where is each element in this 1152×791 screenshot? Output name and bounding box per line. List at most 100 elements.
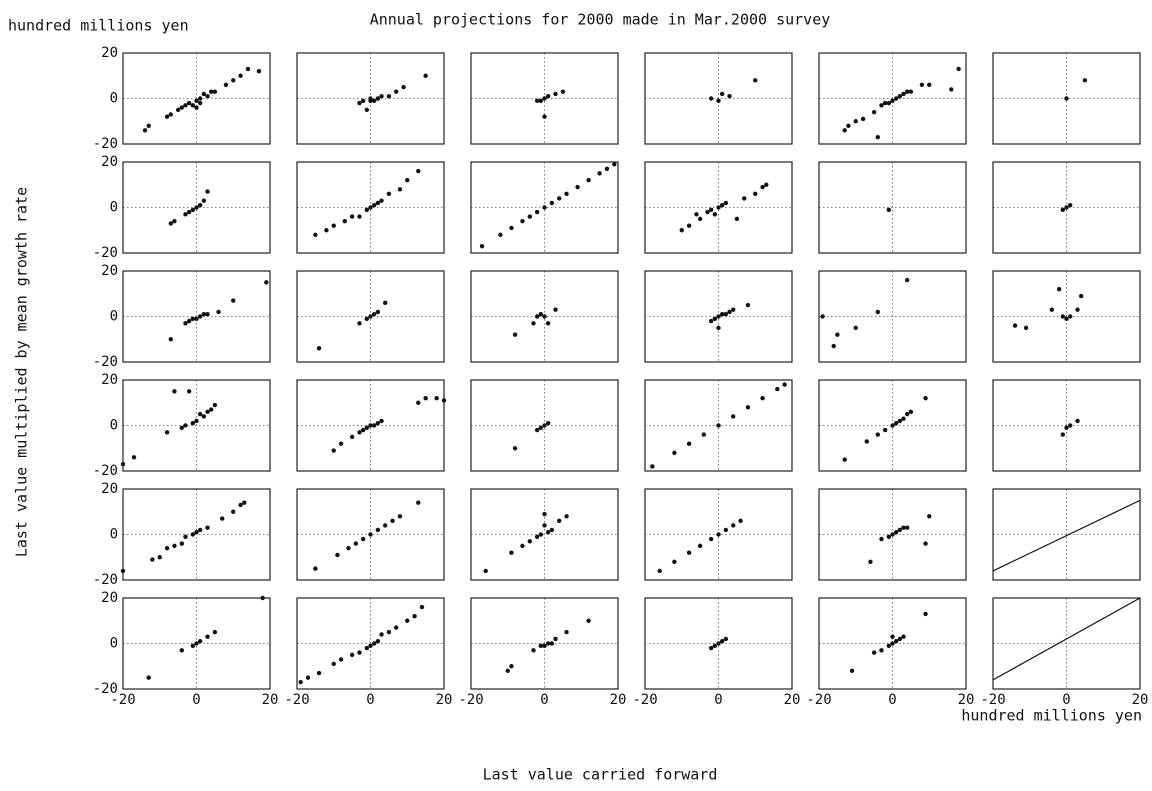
panel-frame (296, 52, 445, 145)
point (849, 668, 855, 673)
point (890, 634, 895, 639)
point (534, 427, 540, 433)
point (538, 532, 544, 537)
point (686, 441, 692, 446)
point (201, 414, 207, 419)
point (893, 96, 899, 101)
x-tick-label: 0 (540, 692, 548, 708)
point (875, 432, 880, 437)
point (549, 200, 555, 206)
panel-frame (992, 270, 1141, 363)
point (723, 200, 729, 206)
point (705, 209, 710, 215)
point (331, 661, 336, 667)
point (820, 314, 825, 319)
point (549, 527, 555, 533)
panel-frame (470, 488, 619, 581)
panel-frame (296, 270, 445, 363)
point (197, 527, 203, 533)
point (531, 321, 536, 326)
point (197, 639, 203, 644)
point (324, 228, 329, 233)
point (753, 191, 758, 197)
point (542, 643, 547, 648)
point (168, 221, 173, 226)
point (416, 500, 421, 505)
point (364, 645, 370, 651)
y-tick-label: -20 (93, 245, 118, 261)
y-tick-label: 0 (110, 527, 118, 543)
panel-frame (992, 379, 1141, 472)
point (893, 421, 899, 426)
point (146, 675, 151, 680)
x-tick-label: -20 (284, 692, 309, 708)
panel-frame (818, 270, 967, 363)
y-tick-label: 20 (101, 481, 118, 497)
point (542, 114, 547, 119)
point (672, 559, 677, 564)
y-tick-label: 0 (110, 91, 118, 107)
y-tick-label: 0 (110, 200, 118, 216)
point (183, 534, 188, 539)
point (731, 414, 736, 419)
point (331, 223, 336, 228)
y-tick-label: 0 (110, 309, 118, 325)
point (538, 643, 544, 648)
point (564, 629, 569, 635)
point (560, 89, 566, 94)
point (146, 123, 151, 128)
point (886, 643, 892, 648)
point (260, 595, 265, 601)
point (357, 321, 362, 326)
panel-frame (122, 379, 271, 472)
point (412, 614, 417, 619)
point (220, 516, 225, 521)
x-tick-label: 20 (610, 692, 627, 708)
point (364, 316, 370, 321)
point (353, 541, 358, 546)
point (545, 94, 551, 99)
point (190, 643, 196, 648)
point (209, 89, 214, 94)
y-tick-label: 20 (101, 590, 118, 606)
x-unit: hundred millions yen (961, 707, 1142, 725)
point (719, 91, 725, 97)
point (509, 550, 514, 555)
point (1060, 314, 1066, 319)
point (371, 312, 377, 317)
point (901, 634, 906, 639)
panel-frame (992, 597, 1141, 690)
point (375, 527, 381, 533)
point (179, 648, 184, 653)
point (897, 527, 903, 533)
point (231, 509, 236, 514)
point (531, 648, 536, 653)
panel-frame (122, 270, 271, 363)
point (205, 312, 210, 317)
point (1012, 323, 1018, 328)
panel-frame (992, 161, 1141, 254)
point (719, 203, 725, 208)
x-tick-label: 20 (1132, 692, 1149, 708)
point (549, 641, 555, 646)
point (927, 514, 932, 519)
point (1075, 418, 1080, 424)
point (360, 98, 366, 103)
point (564, 191, 569, 197)
point (905, 277, 910, 283)
point (368, 314, 373, 319)
panel-frame (470, 270, 619, 363)
point (905, 525, 910, 530)
point (186, 318, 192, 324)
panel-frame (992, 52, 1141, 145)
point (231, 78, 236, 83)
line (992, 499, 1141, 572)
y-unit: hundred millions yen (8, 17, 189, 35)
point (753, 78, 758, 83)
point (956, 66, 961, 72)
point (197, 203, 203, 208)
point (745, 405, 751, 410)
point (201, 91, 207, 97)
point (679, 228, 684, 233)
